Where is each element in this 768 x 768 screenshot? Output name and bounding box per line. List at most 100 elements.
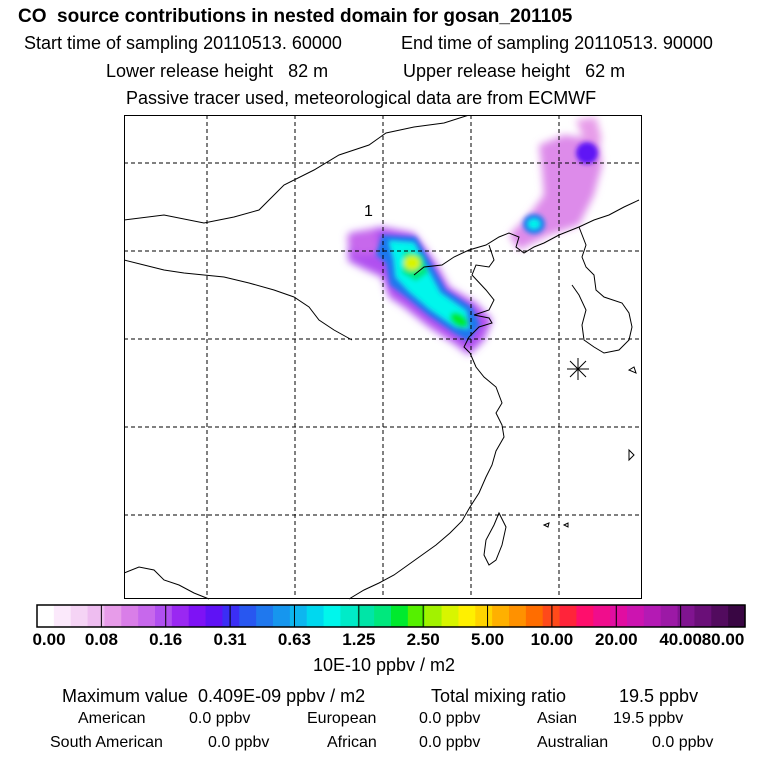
colorbar-swatch [509, 605, 527, 627]
colorbar-units: 10E-10 ppbv / m2 [312, 655, 456, 675]
colorbar-swatch [677, 605, 696, 627]
colorbar-swatch [711, 605, 729, 627]
coastline-island-2 [628, 448, 635, 462]
colorbar-tick-label: 2.50 [406, 630, 440, 649]
source-asian-value: 19.5 ppbv [613, 710, 684, 727]
coastline-korea [571, 226, 633, 354]
colorbar-tick-label: 0.08 [84, 630, 118, 649]
coastline-island-3 [542, 522, 550, 528]
coastline-liaodong [471, 244, 495, 316]
colorbar-swatch [87, 605, 106, 627]
colorbar-swatch [239, 605, 257, 627]
source-asian-name: Asian [537, 710, 578, 727]
colorbar-swatch [289, 605, 308, 627]
colorbar-swatch [492, 605, 510, 627]
total-mixing-value: 19.5 ppbv [619, 686, 699, 706]
colorbar-swatch [273, 605, 291, 627]
colorbar-tick-label: 0.00 [32, 630, 66, 649]
source-south-american-name: South American [50, 734, 163, 751]
plume-max [404, 256, 420, 270]
source-south-american-value: 0.0 ppbv [208, 734, 270, 751]
map-frame [124, 115, 642, 599]
colorbar-tick-label: 10.00 [530, 630, 574, 649]
colorbar-swatch [694, 605, 712, 627]
plume-tail-west [346, 229, 382, 255]
coastline-taiwan [483, 511, 507, 566]
source-american-name: American [78, 710, 146, 727]
coastline-southwest [124, 566, 210, 600]
colorbar-swatch [576, 605, 594, 627]
colorbar-swatch [475, 605, 493, 627]
colorbar-swatch [374, 605, 392, 627]
colorbar-swatch [424, 605, 443, 627]
colorbar-swatch [138, 605, 156, 627]
source-european-value: 0.0 ppbv [419, 710, 481, 727]
coastlines [124, 115, 640, 600]
colorbar-tick-label: 20.00 [594, 630, 638, 649]
lower-release-height-label: Lower release height 82 m [106, 61, 329, 81]
coastline-bohai [413, 199, 640, 276]
colorbar-swatch [391, 605, 409, 627]
max-value-label: Maximum value 0.409E-09 ppbv / m2 [62, 686, 366, 706]
colorbar-swatch [205, 605, 224, 627]
plume-core-south [450, 312, 468, 328]
colorbar-tick-label: 40.00 [659, 630, 702, 649]
end-time-label: End time of sampling 20110513. 90000 [401, 33, 713, 53]
colorbar [36, 604, 746, 628]
chart-title: CO source contributions in nested domain… [18, 6, 573, 27]
colorbar-swatch [222, 605, 240, 627]
colorbar-swatch [627, 605, 645, 627]
start-time-label: Start time of sampling 20110513. 60000 [24, 33, 342, 53]
receptor-asterisk [567, 358, 589, 380]
colorbar-swatch [441, 605, 460, 627]
colorbar-swatch [643, 605, 662, 627]
colorbar-swatch [37, 605, 55, 627]
source-african-name: African [327, 734, 377, 751]
border-inland [124, 259, 353, 341]
coastline-shandong [463, 314, 493, 354]
plume-field [346, 117, 602, 355]
plume-label: 1 [364, 203, 373, 220]
upper-release-height-label: Upper release height 62 m [403, 61, 626, 81]
map-panel: 1 [124, 115, 642, 600]
colorbar-swatch [188, 605, 207, 627]
colorbar-swatch [593, 605, 611, 627]
grid-lines [124, 115, 642, 599]
colorbar-swatch [357, 605, 375, 627]
coastline-north [124, 115, 470, 224]
plume-ne-blob-core [528, 219, 540, 229]
total-mixing-label: Total mixing ratio [431, 686, 567, 706]
colorbar-swatch [660, 605, 679, 627]
colorbar-swatch [559, 605, 578, 627]
colorbar-swatch [610, 605, 628, 627]
source-european-name: European [307, 710, 377, 727]
colorbar-tick-label: 80.00 [701, 630, 745, 649]
colorbar-swatch [53, 605, 72, 627]
colorbar-swatch [340, 605, 358, 627]
colorbar-swatch [407, 605, 426, 627]
plume-ne-top [576, 117, 602, 145]
colorbar-frame [36, 604, 746, 628]
colorbar-swatch [306, 605, 325, 627]
colorbar-swatch [70, 605, 89, 627]
coastline-east-china [348, 352, 505, 600]
colorbar-swatch [256, 605, 274, 627]
colorbar-tick-label: 0.31 [213, 630, 247, 649]
colorbar-swatch [155, 605, 173, 627]
colorbar-swatch [104, 605, 122, 627]
source-african-value: 0.0 ppbv [419, 734, 481, 751]
colorbar-swatch [458, 605, 476, 627]
source-american-value: 0.0 ppbv [189, 710, 251, 727]
source-australian-name: Australian [537, 734, 609, 751]
colorbar-swatch [525, 605, 544, 627]
colorbar-tick-label: 5.00 [470, 630, 505, 649]
coastline-island-1 [627, 366, 637, 374]
colorbar-tick-label: 0.16 [149, 630, 183, 649]
colorbar-swatch [323, 605, 342, 627]
coastline-island-4 [562, 522, 569, 528]
colorbar-swatch [121, 605, 139, 627]
plume-ne-top-blob [576, 142, 598, 164]
source-australian-value: 0.0 ppbv [652, 734, 714, 751]
tracer-note: Passive tracer used, meteorological data… [126, 88, 597, 108]
colorbar-swatch [171, 605, 190, 627]
